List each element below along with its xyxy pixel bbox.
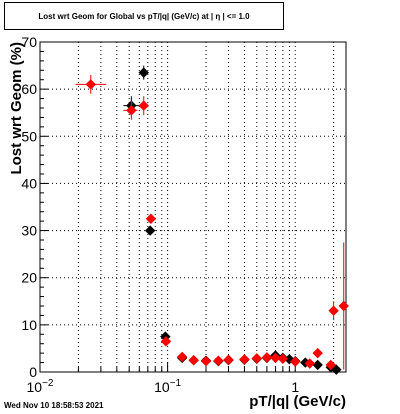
x-tick-label: 10−2 xyxy=(27,378,54,395)
data-point-red xyxy=(85,79,96,90)
data-point-red xyxy=(270,352,281,364)
data-point-red xyxy=(126,105,137,116)
data-point-red xyxy=(145,213,157,224)
data-point-black xyxy=(331,364,342,375)
data-point-red xyxy=(176,351,188,363)
data-point-black xyxy=(312,359,323,371)
data-point-red xyxy=(328,305,339,316)
y-tick-label: 70 xyxy=(21,34,37,50)
data-point-red xyxy=(312,347,323,359)
x-tick-label: 1 xyxy=(291,379,299,395)
chart-title-box: Lost wrt Geom for Global vs pT/|q| (GeV/… xyxy=(4,2,284,30)
data-point-red xyxy=(213,355,224,366)
data-point-red xyxy=(290,356,301,367)
y-tick-label: 30 xyxy=(21,223,37,239)
data-point-red xyxy=(138,100,149,111)
y-tick-label: 50 xyxy=(21,128,37,144)
data-point-red xyxy=(304,358,315,369)
y-axis-label: Lost wrt Geom (%) xyxy=(8,42,25,175)
data-point-black xyxy=(138,67,149,78)
y-tick-label: 0 xyxy=(29,364,37,380)
data-point-black xyxy=(144,225,156,236)
timestamp-footer: Wed Nov 10 18:58:53 2021 xyxy=(4,401,104,410)
x-axis-label: pT/|q| (GeV/c) xyxy=(249,393,346,410)
data-point-red xyxy=(188,355,199,366)
data-point-red xyxy=(261,352,273,363)
data-point-red xyxy=(338,300,349,312)
data-point-red xyxy=(200,355,212,367)
data-point-red xyxy=(160,336,172,347)
data-point-red xyxy=(277,353,289,365)
y-tick-label: 40 xyxy=(21,175,37,191)
data-point-red xyxy=(325,359,336,371)
x-tick-label: 10−1 xyxy=(154,378,181,395)
data-point-red xyxy=(223,354,234,365)
plot-frame xyxy=(39,41,347,373)
data-point-red xyxy=(251,353,263,364)
y-tick-label: 20 xyxy=(21,270,37,286)
y-tick-label: 10 xyxy=(21,317,37,333)
data-point-red xyxy=(239,354,250,365)
chart-title: Lost wrt Geom for Global vs pT/|q| (GeV/… xyxy=(38,11,250,21)
y-tick-label: 60 xyxy=(21,81,37,97)
